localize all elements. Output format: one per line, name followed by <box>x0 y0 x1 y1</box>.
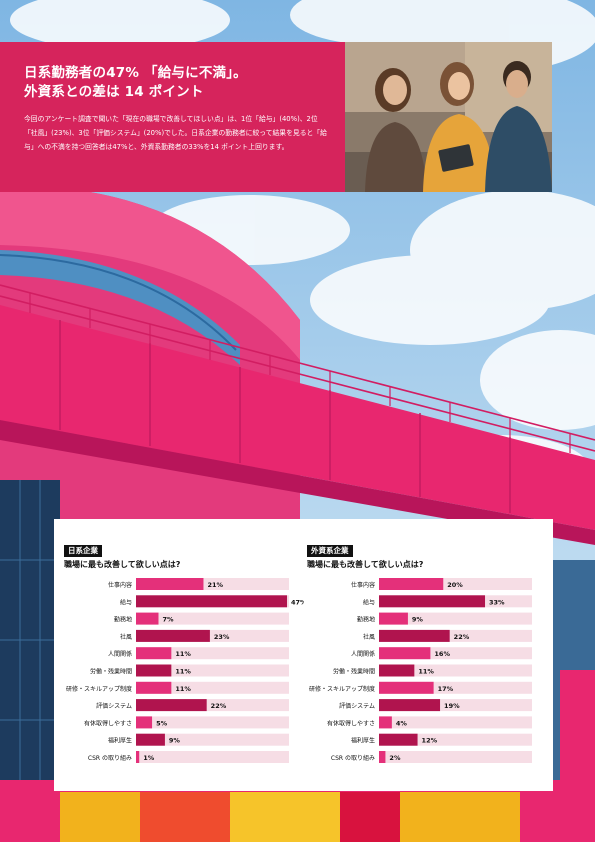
bar <box>379 699 441 712</box>
bar-track <box>136 733 289 746</box>
value-label: 47% <box>291 598 304 606</box>
value-label: 23% <box>214 633 230 641</box>
chart-tag: 日系企業 <box>64 545 102 557</box>
category-label: 人間関係 <box>108 650 132 658</box>
headline-line-1: 日系勤務者の47% 「給与に不満」。 <box>24 65 247 81</box>
lead-paragraph: 今回のアンケート調査で聞いた「現在の職場で改善してほしい点」は、1位「給与」(4… <box>24 115 327 151</box>
headline-box: 日系勤務者の47% 「給与に不満」。 外資系との差は 14 ポイント 今回のアン… <box>0 42 345 192</box>
bar <box>136 733 165 746</box>
bar <box>379 595 486 608</box>
bar-chart: 仕事内容 21% 給与 47% 勤務地 7% 社風 23% 人間関係 11% 労働・残業時間 11% 研… <box>66 578 304 763</box>
category-label: 給与 <box>120 598 132 606</box>
bar <box>379 629 450 642</box>
value-label: 22% <box>211 702 227 710</box>
value-label: 20% <box>447 581 463 589</box>
value-label: 12% <box>422 737 438 745</box>
bar <box>379 716 392 729</box>
bar <box>379 681 434 694</box>
category-label: 勤務地 <box>357 616 375 624</box>
chart-panel: 日系企業 職場に最も改善して欲しい点は? 仕事内容 21% 給与 47% 勤務地 7% 社風… <box>54 519 553 791</box>
value-label: 7% <box>162 616 174 624</box>
category-label: 仕事内容 <box>351 581 375 589</box>
bar-track <box>136 647 289 660</box>
category-label: CSR の取り組み <box>88 754 132 762</box>
value-label: 21% <box>207 581 223 589</box>
headline-line-2: 外資系との差は 14 ポイント <box>24 84 204 100</box>
category-label: 給与 <box>363 598 375 606</box>
value-label: 11% <box>175 668 191 676</box>
bar <box>136 578 204 590</box>
category-label: 福利厚生 <box>108 737 132 745</box>
bar <box>136 716 153 729</box>
bar-track <box>136 716 289 729</box>
headline: 日系勤務者の47% 「給与に不満」。 外資系との差は 14 ポイント <box>24 64 247 102</box>
bar <box>136 681 172 694</box>
value-label: 1% <box>143 754 155 762</box>
value-label: 33% <box>489 598 505 606</box>
category-label: 有休取得しやすさ <box>327 719 375 727</box>
category-label: 仕事内容 <box>108 581 132 589</box>
bar <box>136 699 207 712</box>
bar-track <box>379 716 532 729</box>
bar-track <box>136 664 289 677</box>
bar <box>379 612 408 625</box>
bar-track <box>379 664 532 677</box>
value-label: 16% <box>434 650 450 658</box>
bar <box>379 751 386 763</box>
bar <box>136 595 288 608</box>
category-label: 評価システム <box>339 702 375 710</box>
value-label: 2% <box>389 754 401 762</box>
value-label: 11% <box>418 668 434 676</box>
category-label: 福利厚生 <box>351 737 375 745</box>
value-label: 4% <box>396 719 408 727</box>
bar-track <box>136 751 289 763</box>
bar <box>136 612 159 625</box>
people-photo <box>345 42 552 192</box>
bar <box>136 629 210 642</box>
value-label: 19% <box>444 702 460 710</box>
bar-chart: 仕事内容 20% 給与 33% 勤務地 9% 社風 22% 人間関係 16% 労働・残業時間 11% 研… <box>309 578 532 763</box>
value-label: 11% <box>175 685 191 693</box>
category-label: CSR の取り組み <box>331 754 375 762</box>
category-label: 人間関係 <box>351 650 375 658</box>
category-label: 社風 <box>120 633 132 641</box>
value-label: 11% <box>175 650 191 658</box>
bar-track <box>136 612 289 625</box>
bar <box>136 647 172 660</box>
category-label: 研修・スキルアップ制度 <box>309 685 375 693</box>
foreign-companies-chart: 外資系企業 職場に最も改善して欲しい点は? 仕事内容 20% 給与 33% 勤務地 9% 社… <box>307 538 547 766</box>
category-label: 勤務地 <box>114 616 132 624</box>
bar-track <box>379 751 532 763</box>
chart-title: 職場に最も改善して欲しい点は? <box>64 560 181 569</box>
value-label: 5% <box>156 719 168 727</box>
value-label: 22% <box>454 633 470 641</box>
chart-tag: 外資系企業 <box>307 545 353 557</box>
category-label: 労働・残業時間 <box>90 668 132 676</box>
chart-title: 職場に最も改善して欲しい点は? <box>307 560 424 569</box>
japanese-companies-chart: 日系企業 職場に最も改善して欲しい点は? 仕事内容 21% 給与 47% 勤務地 7% 社風… <box>64 538 304 766</box>
category-label: 評価システム <box>96 702 132 710</box>
bar <box>379 647 431 660</box>
bar <box>136 751 140 763</box>
value-label: 9% <box>412 616 424 624</box>
value-label: 9% <box>169 737 181 745</box>
bar <box>379 664 415 677</box>
category-label: 有休取得しやすさ <box>84 719 132 727</box>
bar <box>379 578 444 590</box>
value-label: 17% <box>438 685 454 693</box>
category-label: 労働・残業時間 <box>333 668 375 676</box>
bar-track <box>136 681 289 694</box>
category-label: 研修・スキルアップ制度 <box>66 685 132 693</box>
bar <box>136 664 172 677</box>
category-label: 社風 <box>363 633 375 641</box>
bar-track <box>379 612 532 625</box>
bar <box>379 733 418 746</box>
